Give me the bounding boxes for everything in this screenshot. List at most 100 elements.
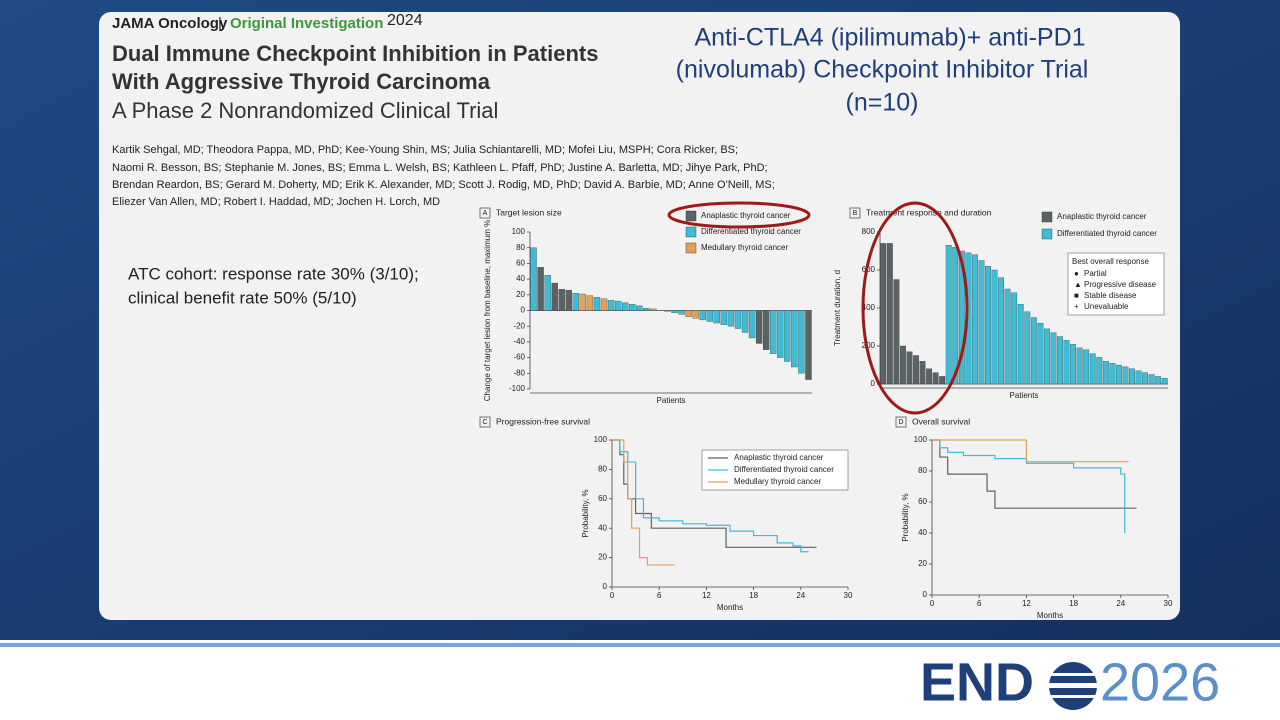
bar <box>913 355 919 385</box>
panel-badge <box>849 207 861 219</box>
response-label: Partial <box>1084 269 1107 278</box>
y-tick-label: 100 <box>914 435 928 444</box>
bar <box>579 293 587 311</box>
survival-curve <box>932 439 1137 509</box>
bar <box>952 247 959 385</box>
bar <box>880 243 887 385</box>
bar <box>791 310 798 368</box>
y-tick-label: 60 <box>598 494 607 503</box>
y-tick-label: 60 <box>516 259 525 268</box>
bar <box>998 277 1005 385</box>
legend-label: Differentiated thyroid cancer <box>734 465 834 474</box>
bar <box>544 275 551 311</box>
y-axis-label: Probability, % <box>581 489 590 537</box>
bar <box>978 260 985 385</box>
paper-subtitle: A Phase 2 Nonrandomized Clinical Trial <box>112 98 498 123</box>
paper-title: With Aggressive Thyroid Carcinoma <box>112 69 491 94</box>
y-tick-label: -40 <box>513 337 525 346</box>
y-tick-label: 100 <box>512 227 526 236</box>
x-tick-label: 0 <box>610 591 615 600</box>
survival-curve <box>612 439 675 566</box>
bar <box>763 310 770 350</box>
y-tick-label: 40 <box>598 523 607 532</box>
bar <box>919 361 926 385</box>
x-tick-label: 0 <box>930 599 935 608</box>
bar <box>886 243 893 385</box>
bar <box>572 293 579 311</box>
bar <box>1115 364 1122 385</box>
bar <box>1122 366 1129 385</box>
bar <box>671 310 678 314</box>
y-tick-label: -60 <box>513 353 525 362</box>
y-tick-label: 0 <box>521 306 526 315</box>
panel-badge <box>479 416 491 428</box>
survival-curve <box>612 439 809 553</box>
bar <box>1135 370 1142 385</box>
bar <box>958 250 965 385</box>
cohort-text: clinical benefit rate 50% (5/10) <box>128 288 357 307</box>
x-tick-label: 24 <box>796 591 805 600</box>
y-tick-label: 80 <box>918 466 927 475</box>
panel-title: Target lesion size <box>496 207 562 217</box>
bar <box>699 310 706 321</box>
y-tick-label: 20 <box>598 553 607 562</box>
response-symbol: ▲ <box>1074 280 1082 289</box>
bar <box>678 310 685 315</box>
response-symbol: ■ <box>1074 291 1079 300</box>
response-symbol: + <box>1074 302 1079 311</box>
logo-globe <box>1045 662 1101 710</box>
legend-swatch <box>685 210 697 222</box>
paper-title: Dual Immune Checkpoint Inhibition in Pat… <box>112 41 598 66</box>
y-tick-label: 60 <box>918 497 927 506</box>
panel-title: Overall survival <box>912 416 970 426</box>
bar <box>1148 374 1155 385</box>
legend-swatch <box>685 226 697 238</box>
bar <box>945 245 952 385</box>
bar <box>1024 311 1031 385</box>
y-tick-label: 0 <box>603 582 608 591</box>
panel-title: Progression-free survival <box>496 416 590 426</box>
trial-title: (nivolumab) Checkpoint Inhibitor Trial <box>676 56 1089 84</box>
logo-right: 2026 <box>1100 652 1220 712</box>
bar <box>692 310 699 319</box>
panel-letter: A <box>483 210 488 217</box>
year: 2024 <box>387 12 423 29</box>
x-tick-label: 6 <box>977 599 982 608</box>
bar <box>636 305 643 311</box>
bar <box>893 279 900 385</box>
response-label: Stable disease <box>1084 291 1137 300</box>
authors: Naomi R. Besson, BS; Stephanie M. Jones,… <box>112 162 768 174</box>
bar <box>1017 304 1024 385</box>
bar <box>1142 372 1149 385</box>
bar <box>1096 357 1103 385</box>
bar <box>713 310 720 324</box>
y-tick-label: 600 <box>862 265 876 274</box>
highlight-ellipse <box>667 201 811 229</box>
bar <box>805 310 812 380</box>
bar <box>614 300 622 311</box>
bar <box>985 266 991 385</box>
response-legend-box <box>1067 252 1165 316</box>
trial-title: (n=10) <box>846 89 919 117</box>
bar <box>565 289 572 311</box>
bar <box>607 300 615 311</box>
y-tick-label: 40 <box>918 528 927 537</box>
trial-title: Anti-CTLA4 (ipilimumab)+ anti-PD1 <box>694 24 1085 52</box>
response-symbol: ● <box>1074 269 1079 278</box>
bar <box>1043 328 1050 385</box>
bar <box>1004 288 1011 385</box>
bar <box>734 310 742 329</box>
bar <box>622 302 629 311</box>
bar <box>777 310 784 358</box>
bar <box>1057 336 1063 385</box>
y-tick-label: 0 <box>871 379 876 388</box>
legend-swatch <box>1041 228 1053 240</box>
y-axis-label: Probability, % <box>901 493 910 541</box>
bar <box>1102 361 1109 385</box>
bar <box>727 310 735 327</box>
bar <box>1076 347 1083 385</box>
bar <box>650 308 657 311</box>
legend-label: Differentiated thyroid cancer <box>701 227 801 236</box>
bar <box>1070 343 1077 385</box>
